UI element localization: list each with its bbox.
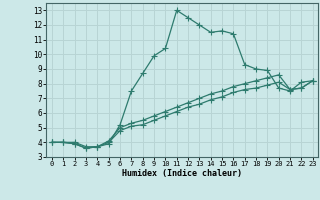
X-axis label: Humidex (Indice chaleur): Humidex (Indice chaleur) <box>123 169 243 178</box>
